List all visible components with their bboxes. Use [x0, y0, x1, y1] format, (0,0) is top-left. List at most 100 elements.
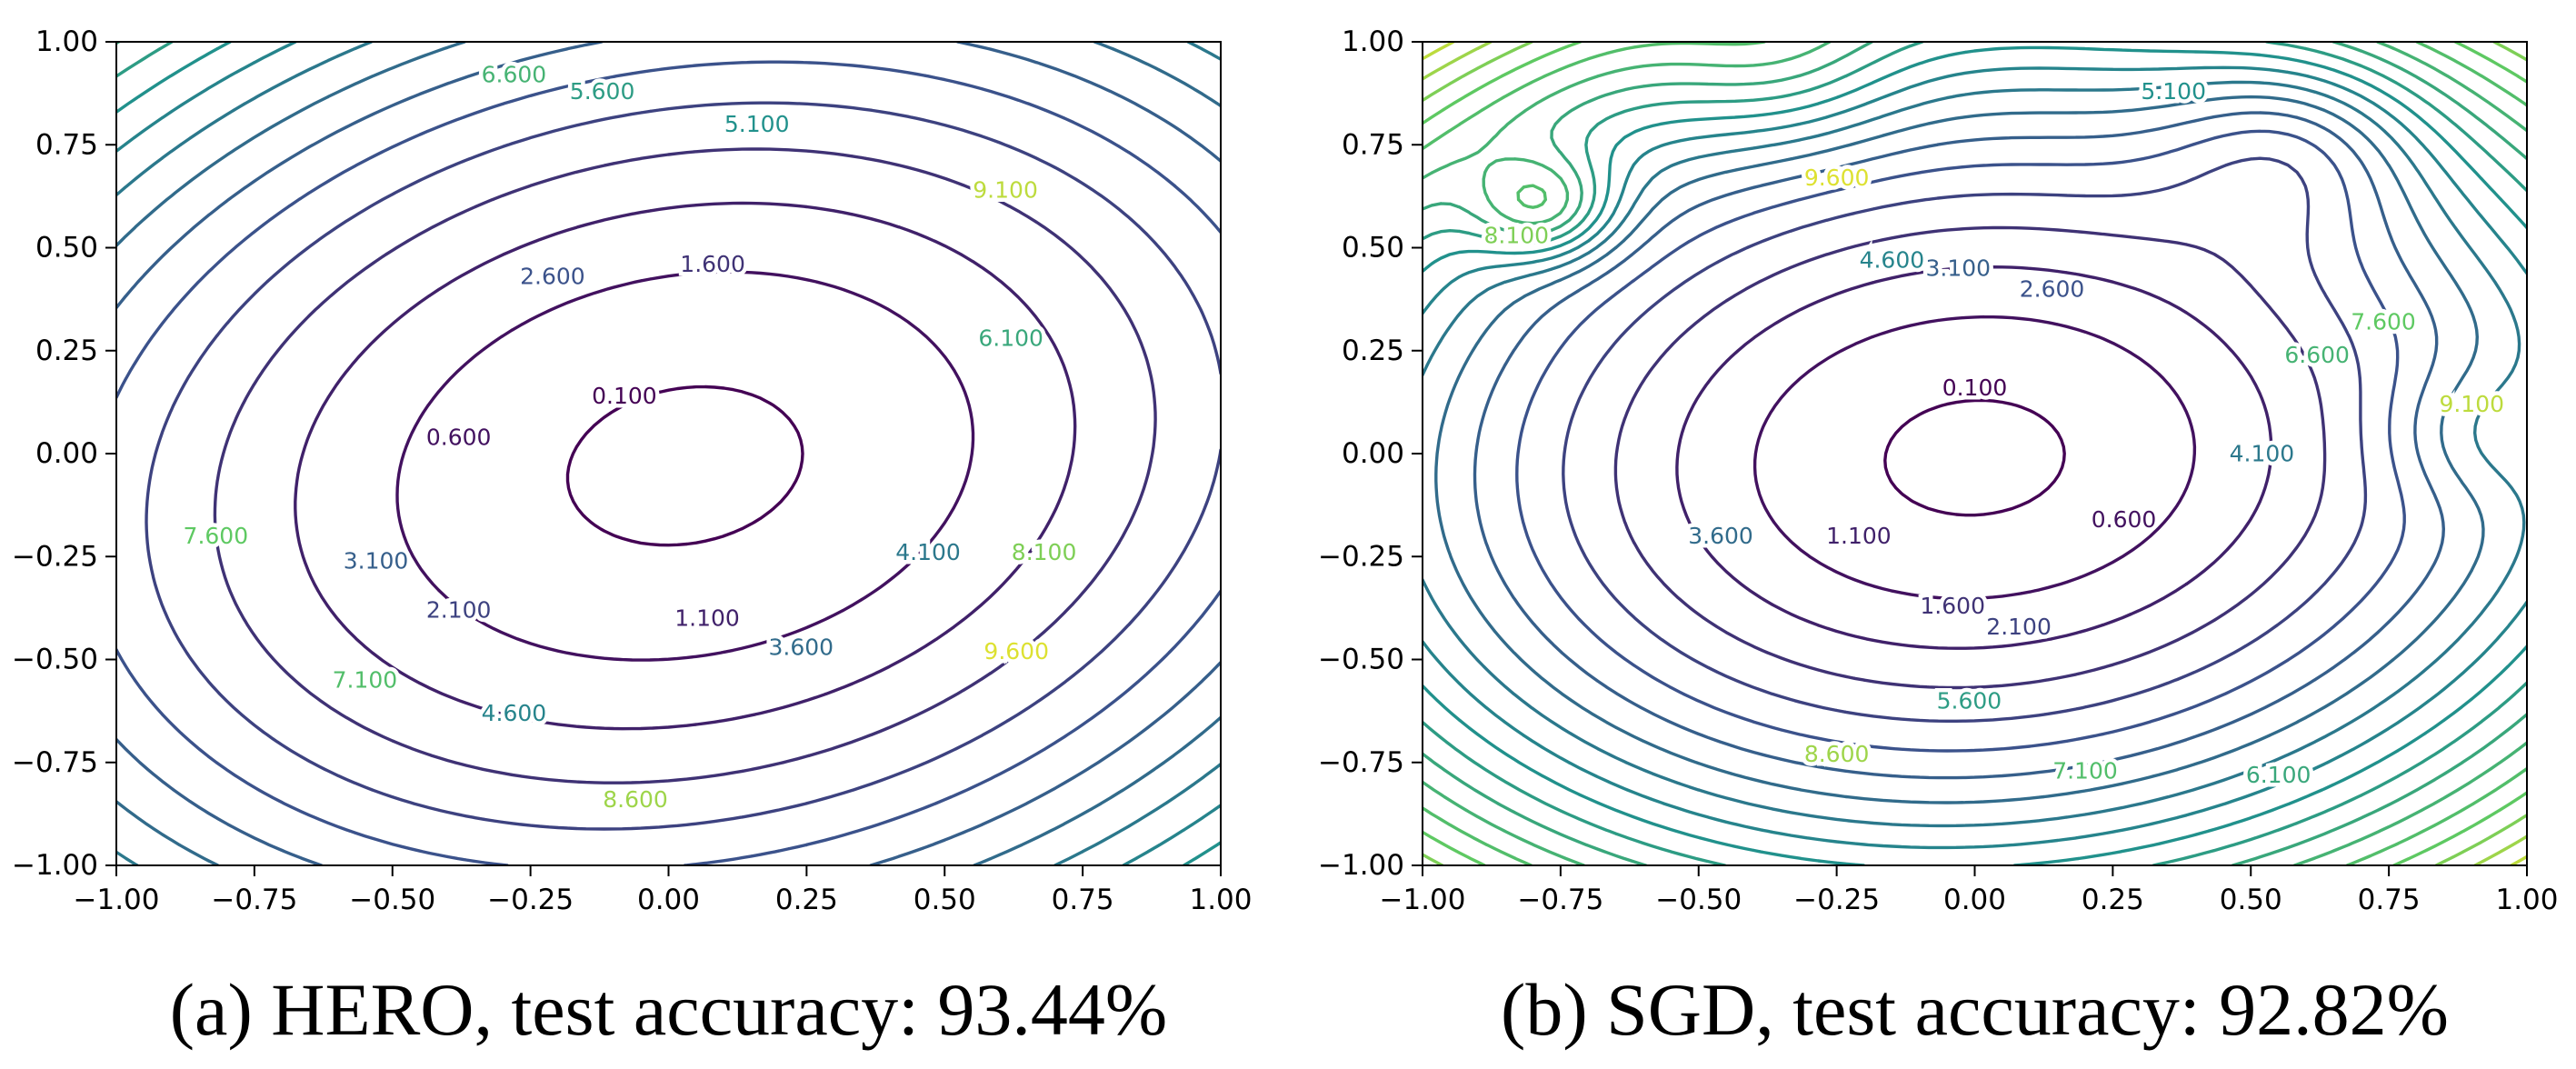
y-tick-label: 0.00: [1342, 437, 1404, 470]
contour-label: 3.600: [1688, 523, 1753, 549]
contour-label: 6.600: [482, 62, 547, 88]
contour-level-5.6: [1423, 42, 2527, 865]
contour-level-0.6: [395, 270, 975, 662]
contour-level-8.6: [1423, 42, 2527, 865]
contour-level-1.6: [213, 147, 1157, 784]
y-axis-b: 1.00 0.75 0.50 0.25 0.00 −0.25 −0.50 −0.75 −1.00: [1318, 25, 1423, 882]
contour-label: 2.100: [1986, 614, 2052, 640]
x-tick-label: 0.50: [2220, 884, 2282, 916]
contour-level-4.6: [1423, 65, 2527, 850]
y-tick-label: 0.50: [35, 232, 98, 265]
contour-label: 9.600: [1804, 165, 1870, 191]
contour-label: 9.100: [2439, 391, 2504, 417]
contour-label: 9.600: [983, 638, 1049, 664]
contour-label: 2.100: [426, 597, 492, 624]
contour-level-5.1: [116, 42, 1221, 865]
contour-label: 1.100: [674, 605, 740, 632]
contour-label: 7.600: [2351, 309, 2416, 335]
contour-level-3.1: [1473, 111, 2445, 780]
contour-label: 8.600: [603, 786, 668, 813]
contour-level-3.1: [116, 42, 1221, 865]
y-tick-label: 0.50: [1342, 232, 1404, 265]
y-tick-label: −1.00: [1318, 849, 1404, 882]
contour-level-1.6: [1613, 225, 2327, 690]
x-tick-label: 1.00: [1189, 884, 1252, 916]
contour-labels-a: 0.100 0.600 1.100 1.600 2.100 2.600 3.100 3.600…: [179, 57, 1081, 816]
contour-level-6.6: [1423, 42, 2527, 865]
contour-label: 0.600: [2092, 506, 2157, 533]
contour-label: 3.100: [1925, 255, 1991, 282]
contour-level-7.6: [1423, 42, 2527, 865]
x-tick-label: 0.25: [2082, 884, 2144, 916]
contour-label: 0.100: [592, 383, 657, 409]
contour-level-8.1: [1423, 42, 2527, 865]
x-tick-label: −0.50: [349, 884, 435, 916]
x-tick-label: −1.00: [1380, 884, 1466, 916]
caption-a: (a) HERO, test accuracy: 93.44%: [170, 968, 1167, 1051]
contour-level-1.1: [294, 201, 1077, 731]
contour-lines-a: [116, 42, 1221, 865]
contour-level-3.6: [116, 42, 1221, 865]
contour-label: 1.600: [680, 251, 745, 277]
contour-label: 8.100: [1012, 539, 1077, 565]
contour-label: 3.600: [769, 634, 834, 660]
y-tick-label: −0.50: [1318, 644, 1404, 676]
contour-label: 7.100: [333, 667, 398, 694]
x-tick-label: −0.75: [211, 884, 297, 916]
contour-label: 8.600: [1804, 741, 1870, 767]
contour-level-1.1: [1675, 265, 2273, 650]
contour-level-3.6: [1434, 95, 2485, 804]
x-tick-label: 0.00: [637, 884, 700, 916]
x-axis-a: −1.00 −0.75 −0.50 −0.25 0.00 0.25 0.50 0.75 1.00: [74, 865, 1253, 916]
caption-b: (b) SGD, test accuracy: 92.82%: [1501, 968, 2449, 1051]
contour-level-2.1: [145, 101, 1221, 831]
x-tick-label: 0.50: [914, 884, 976, 916]
y-tick-label: 0.00: [35, 437, 98, 470]
y-tick-label: 1.00: [35, 25, 98, 58]
y-tick-label: 0.75: [35, 128, 98, 161]
contour-label: 7.100: [2052, 757, 2118, 784]
y-tick-label: 0.25: [1342, 335, 1404, 367]
contour-level-5.1: [1423, 45, 2527, 865]
contour-label: 2.600: [520, 264, 585, 290]
contour-level-2.6: [1515, 129, 2406, 753]
y-tick-label: −0.25: [12, 540, 98, 573]
contour-label: 4.100: [2230, 441, 2295, 467]
contour-label: 1.600: [1920, 593, 1985, 619]
y-tick-label: −1.00: [12, 849, 98, 882]
x-tick-label: 0.75: [1052, 884, 1114, 916]
contour-label: 5.100: [2141, 78, 2206, 105]
contour-lines-b: [1423, 42, 2527, 865]
contour-label: 6.100: [2246, 762, 2311, 788]
contour-label: 4.100: [895, 539, 961, 565]
x-tick-label: −0.25: [1793, 884, 1880, 916]
contour-level-2.6: [116, 60, 1221, 865]
x-axis-b: −1.00 −0.75 −0.50 −0.25 0.00 0.25 0.50 0.75 1.00: [1380, 865, 2559, 916]
y-tick-label: 0.25: [35, 335, 98, 367]
y-tick-label: −0.25: [1318, 540, 1404, 573]
x-tick-label: −0.25: [487, 884, 574, 916]
contour-level-2.1: [1562, 156, 2368, 723]
x-tick-label: 0.75: [2358, 884, 2421, 916]
contour-label: 1.100: [1826, 523, 1892, 549]
contour-level-7.1: [1423, 42, 2527, 865]
y-tick-label: 1.00: [1342, 25, 1404, 58]
y-tick-label: −0.75: [1318, 746, 1404, 779]
contour-level-5.6: [116, 42, 174, 78]
x-tick-label: 0.00: [1943, 884, 2006, 916]
contour-level-0.1: [1883, 398, 2066, 517]
contour-level-0.1: [565, 385, 804, 547]
panel-a: 0.100 0.600 1.100 1.600 2.100 2.600 3.100 3.600…: [12, 25, 1253, 1051]
contour-label: 4.600: [482, 700, 547, 726]
contour-level-6.1: [1423, 42, 2527, 865]
contour-label: 6.600: [2284, 342, 2350, 368]
contour-label: 3.100: [344, 547, 409, 574]
contour-label: 4.600: [1860, 247, 1925, 274]
x-tick-label: 0.25: [775, 884, 838, 916]
contour-level-4.1: [116, 42, 1221, 865]
contour-label: 5.600: [1937, 687, 2002, 714]
contour-label: 7.600: [184, 523, 249, 549]
